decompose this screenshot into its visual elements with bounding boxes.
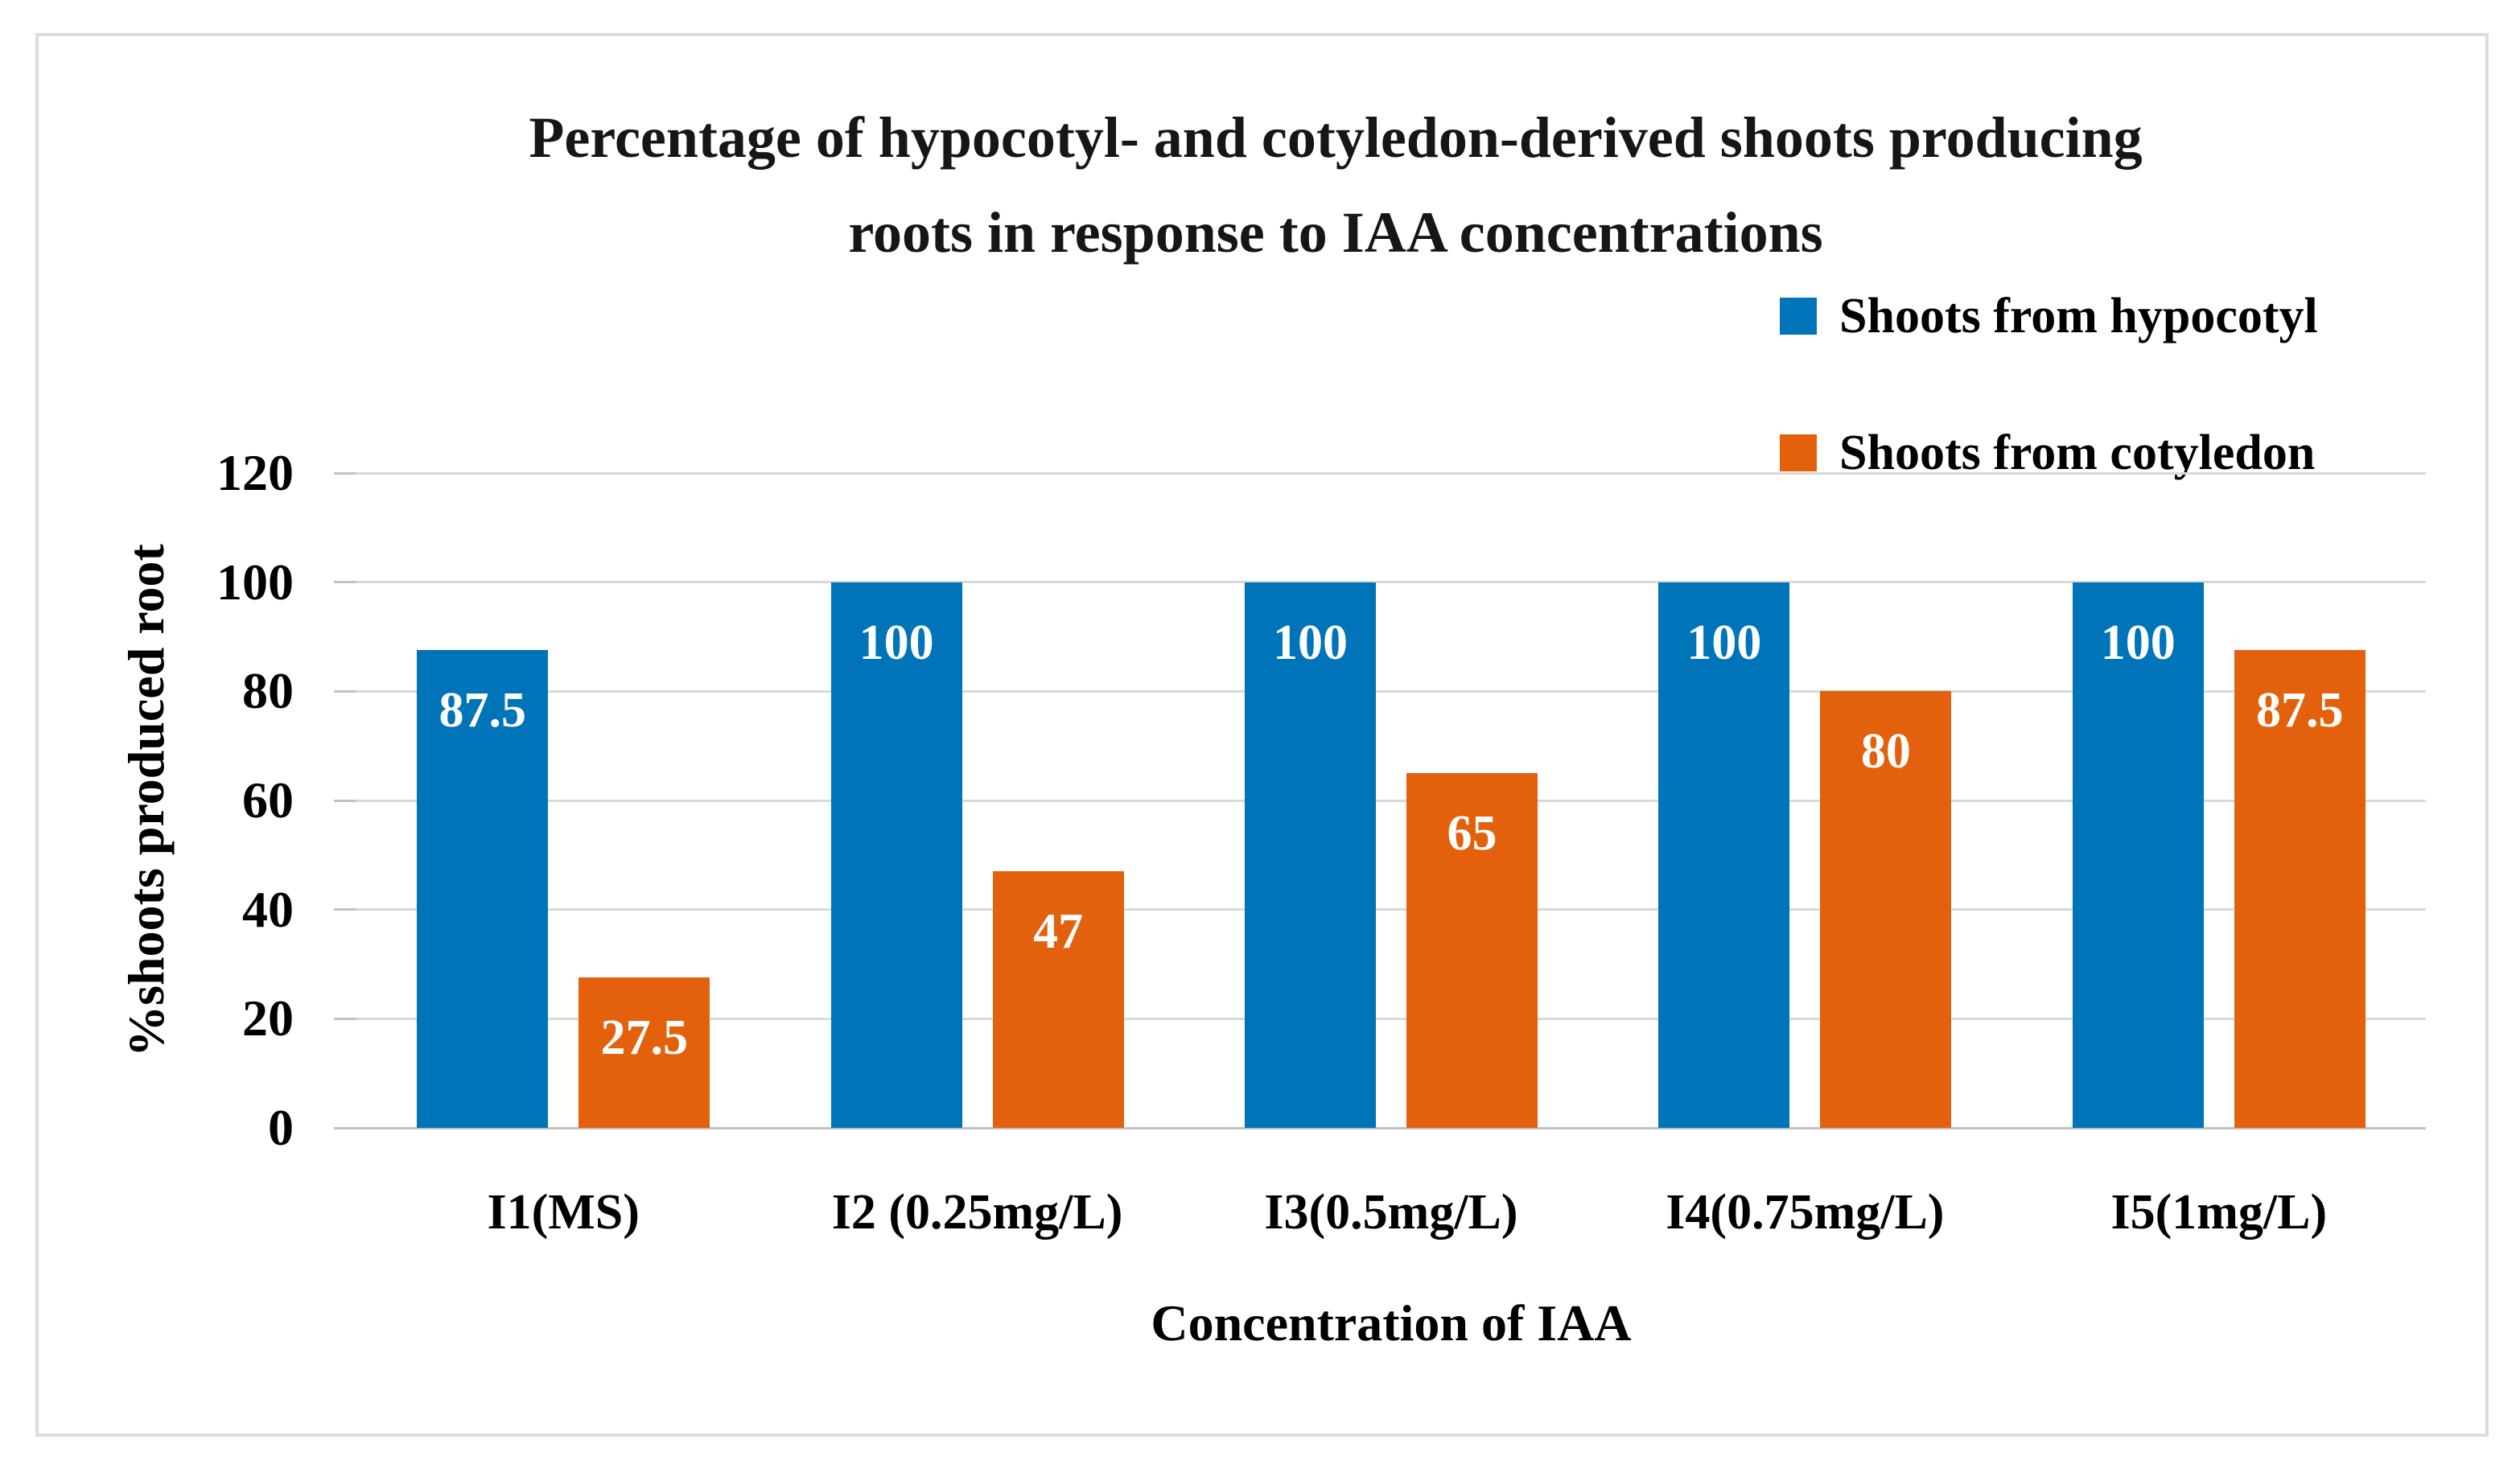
y-tick-label-40: 40 xyxy=(242,880,294,938)
bar-label-shoots-from-hypocotyl-i5-1mg-l: 100 xyxy=(2100,615,2176,670)
bar-label-shoots-from-cotyledon-i5-1mg-l: 87.5 xyxy=(2256,683,2344,738)
gridline-60 xyxy=(356,799,2426,802)
y-tick-label-60: 60 xyxy=(242,771,294,829)
legend-entry-shoots-from-hypocotyl: Shoots from hypocotyl xyxy=(1780,291,2318,341)
y-tick-label-0: 0 xyxy=(268,1099,294,1156)
x-category-label-i5-1mg-l: I5(1mg/L) xyxy=(2110,1185,2328,1240)
bar-shoots-from-cotyledon-i5-1mg-l xyxy=(2234,650,2366,1128)
bar-shoots-from-hypocotyl-i5-1mg-l xyxy=(2072,582,2204,1128)
legend-entry-shoots-from-cotyledon: Shoots from cotyledon xyxy=(1780,428,2315,478)
legend-label-shoots-from-cotyledon: Shoots from cotyledon xyxy=(1839,426,2316,480)
y-tick-label-20: 20 xyxy=(242,989,294,1047)
legend-swatch-shoots-from-hypocotyl xyxy=(1780,298,1817,335)
gridline-40 xyxy=(356,908,2426,911)
bar-shoots-from-hypocotyl-i3-0-5mg-l xyxy=(1245,582,1376,1128)
y-tick-60 xyxy=(334,799,356,802)
bar-shoots-from-cotyledon-i1-ms xyxy=(579,977,710,1128)
gridline-120 xyxy=(356,471,2426,475)
gridline-100 xyxy=(356,581,2426,584)
bar-label-shoots-from-hypocotyl-i2-0-25mg-l: 100 xyxy=(859,615,934,670)
bar-label-shoots-from-cotyledon-i2-0-25mg-l: 47 xyxy=(1033,904,1084,960)
x-category-label-i2-0-25mg-l: I2 (0.25mg/L) xyxy=(831,1185,1123,1240)
bar-label-shoots-from-cotyledon-i4-0-75mg-l: 80 xyxy=(1860,724,1911,780)
bar-label-shoots-from-hypocotyl-i4-0-75mg-l: 100 xyxy=(1686,615,1762,670)
bar-shoots-from-hypocotyl-i2-0-25mg-l xyxy=(830,582,962,1128)
bar-shoots-from-cotyledon-i3-0-5mg-l xyxy=(1406,773,1538,1128)
chart-title-line-2: roots in response to IAA concentrations xyxy=(848,200,1823,265)
x-category-label-i4-0-75mg-l: I4(0.75mg/L) xyxy=(1666,1185,1945,1240)
x-category-label-i1-ms: I1(MS) xyxy=(487,1185,640,1240)
chart-title-line-1: Percentage of hypocotyl- and cotyledon-d… xyxy=(529,105,2143,170)
bar-label-shoots-from-hypocotyl-i1-ms: 87.5 xyxy=(439,683,526,738)
y-tick-label-120: 120 xyxy=(216,444,294,501)
bar-label-shoots-from-cotyledon-i3-0-5mg-l: 65 xyxy=(1447,806,1497,862)
gridline-20 xyxy=(356,1017,2426,1020)
y-tick-label-80: 80 xyxy=(242,662,294,720)
y-tick-100 xyxy=(334,581,356,584)
x-axis-title: Concentration of IAA xyxy=(1151,1294,1632,1352)
bar-shoots-from-hypocotyl-i1-ms xyxy=(417,650,549,1128)
y-tick-120 xyxy=(334,471,356,475)
y-tick-20 xyxy=(334,1017,356,1020)
gridline-80 xyxy=(356,689,2426,693)
bar-shoots-from-cotyledon-i4-0-75mg-l xyxy=(1820,691,1952,1128)
bar-shoots-from-hypocotyl-i4-0-75mg-l xyxy=(1658,582,1790,1128)
legend-label-shoots-from-hypocotyl: Shoots from hypocotyl xyxy=(1839,289,2318,344)
y-tick-80 xyxy=(334,689,356,693)
y-tick-label-100: 100 xyxy=(216,553,294,611)
bar-label-shoots-from-hypocotyl-i3-0-5mg-l: 100 xyxy=(1273,615,1348,670)
y-tick-0 xyxy=(334,1126,356,1129)
gridline-0 xyxy=(356,1126,2426,1129)
y-tick-40 xyxy=(334,908,356,911)
x-category-label-i3-0-5mg-l: I3(0.5mg/L) xyxy=(1264,1185,1518,1240)
legend-swatch-shoots-from-cotyledon xyxy=(1780,434,1817,471)
bar-shoots-from-cotyledon-i2-0-25mg-l xyxy=(992,871,1124,1128)
bar-label-shoots-from-cotyledon-i1-ms: 27.5 xyxy=(600,1010,688,1066)
chart-title: Percentage of hypocotyl- and cotyledon-d… xyxy=(225,90,2446,280)
